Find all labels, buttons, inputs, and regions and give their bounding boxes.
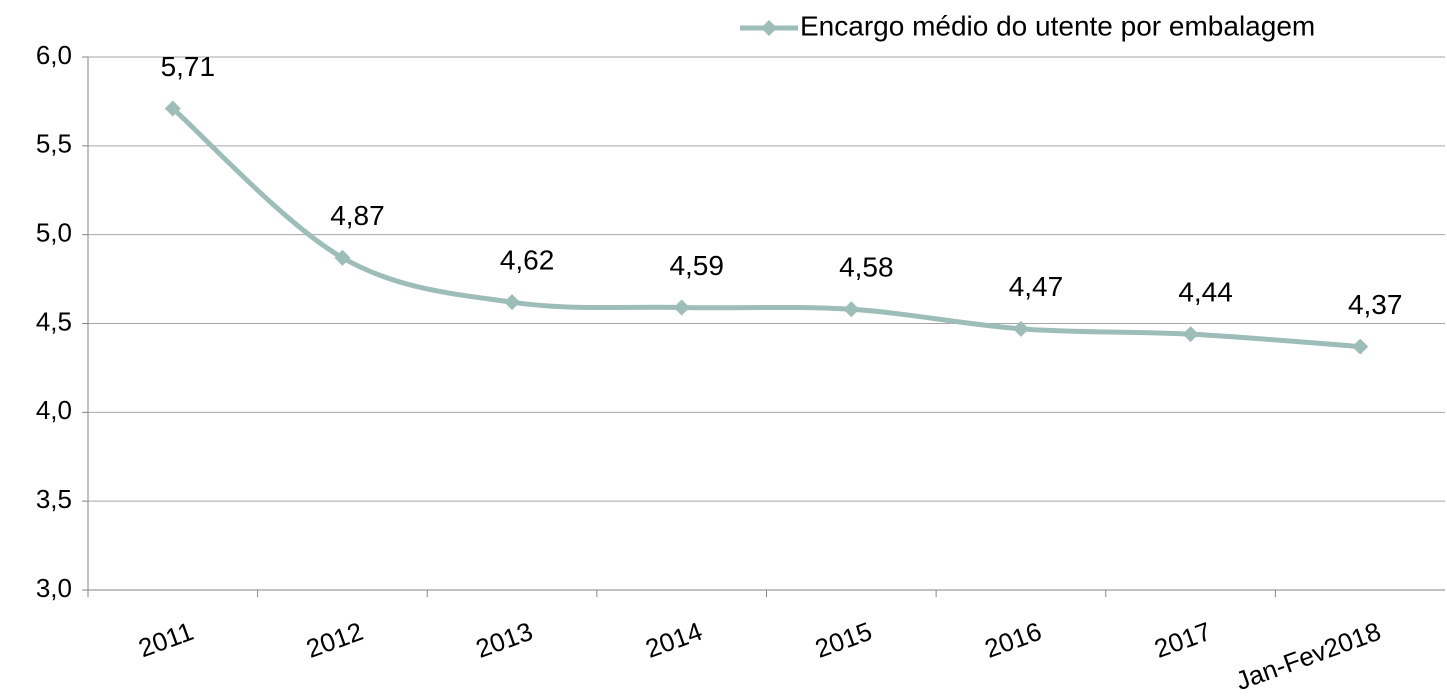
- marker: [164, 100, 181, 117]
- data-label: 4,87: [330, 200, 385, 231]
- marker: [1352, 338, 1369, 355]
- x-tick-label: 2014: [641, 616, 706, 664]
- marker: [673, 299, 690, 316]
- marker: [1012, 320, 1029, 337]
- legend-marker: [761, 20, 777, 36]
- data-label: 4,62: [500, 245, 555, 276]
- data-label: 4,37: [1348, 289, 1403, 320]
- marker: [843, 301, 860, 318]
- y-tick-label: 4,0: [36, 395, 72, 425]
- y-tick-label: 4,5: [36, 306, 72, 336]
- x-tick-label: 2011: [134, 616, 197, 663]
- data-label: 5,71: [161, 51, 216, 82]
- x-tick-label: 2017: [1150, 616, 1215, 664]
- y-tick-label: 6,0: [36, 40, 72, 70]
- data-label: 4,47: [1009, 271, 1064, 302]
- y-tick-label: 5,0: [36, 218, 72, 248]
- y-tick-label: 3,0: [36, 573, 72, 603]
- data-label: 4,59: [669, 250, 724, 281]
- x-tick-label: 2013: [472, 616, 537, 664]
- marker: [334, 249, 351, 266]
- x-tick-label: 2015: [811, 616, 876, 664]
- x-tick-label: 2012: [302, 616, 367, 664]
- data-label: 4,58: [839, 252, 894, 283]
- legend-label: Encargo médio do utente por embalagem: [800, 10, 1315, 41]
- x-tick-label: 2016: [981, 616, 1046, 664]
- marker: [504, 294, 521, 311]
- y-tick-label: 3,5: [36, 484, 72, 514]
- marker: [1182, 326, 1199, 343]
- y-tick-label: 5,5: [36, 129, 72, 159]
- data-label: 4,44: [1178, 277, 1233, 308]
- x-tick-label: Jan-Fev2018: [1232, 616, 1385, 696]
